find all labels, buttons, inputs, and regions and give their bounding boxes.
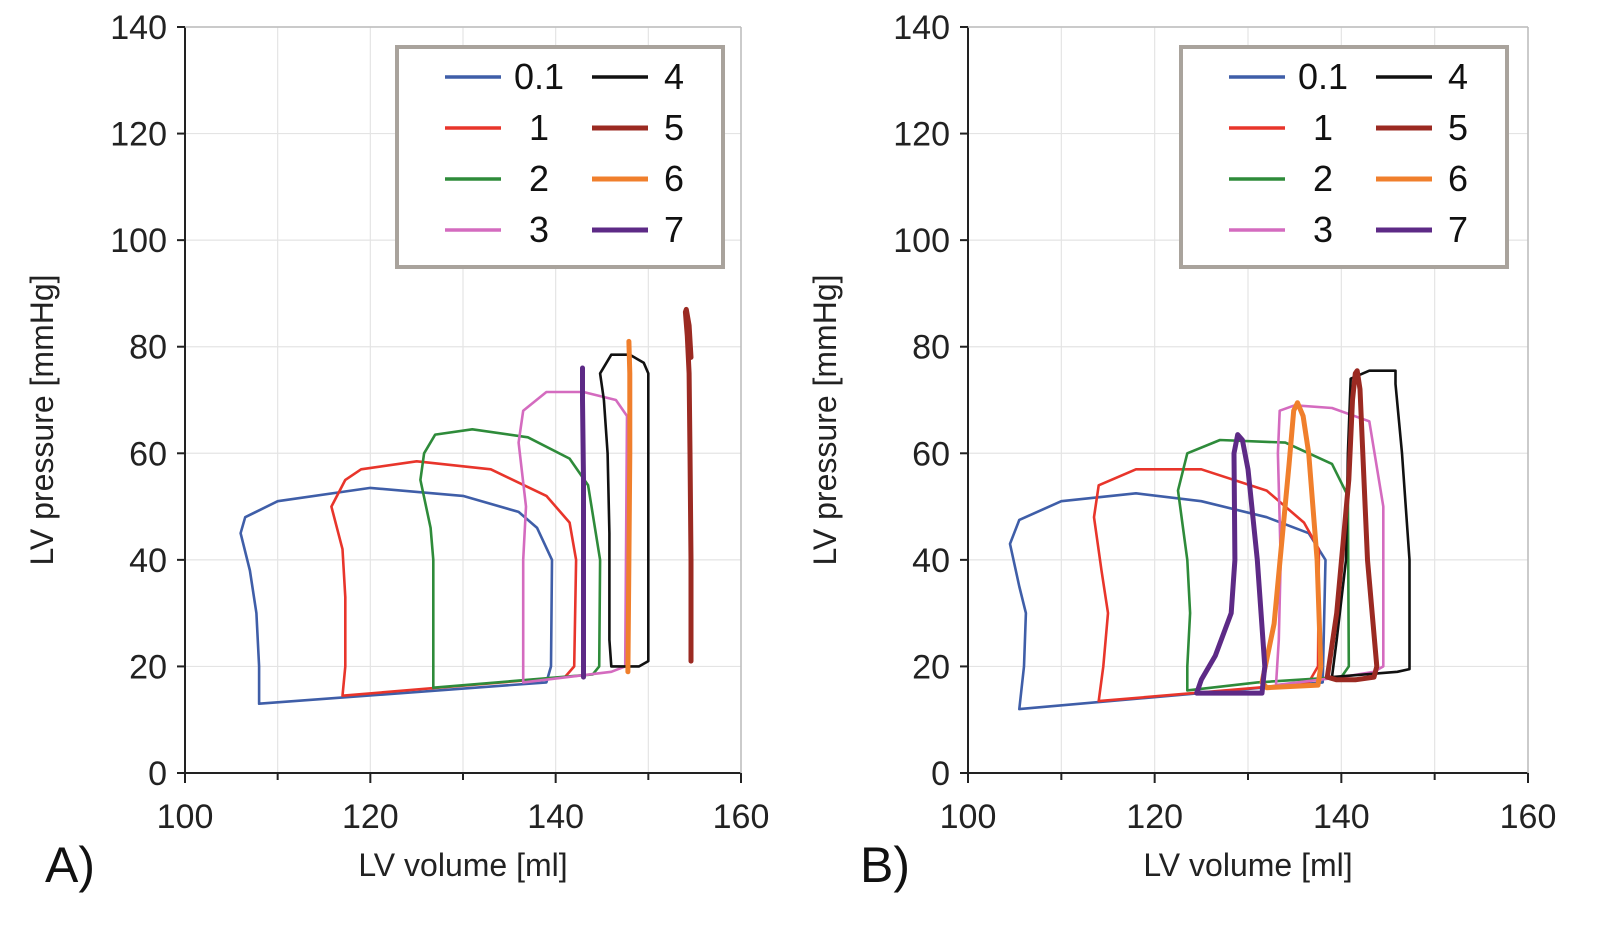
legend-label: 7 (1448, 209, 1468, 250)
y-tick-label: 80 (129, 329, 167, 367)
legend-label: 0.1 (1298, 56, 1348, 97)
legend-label: 2 (529, 158, 549, 199)
series-line-6 (1259, 400, 1324, 691)
legend-label: 4 (664, 56, 684, 97)
legend-item: 7 (1376, 209, 1468, 250)
legend-item: 2 (1229, 158, 1333, 199)
plot-area (239, 306, 694, 706)
x-tick-label: 160 (713, 798, 770, 836)
series-line-6 (625, 338, 633, 675)
legend: 0.1 1 2 3 4 5 6 7 (1179, 45, 1509, 269)
legend: 0.1 1 2 3 4 5 6 7 (395, 45, 725, 269)
y-tick-label: 60 (129, 435, 167, 473)
series-line-1 (1092, 467, 1321, 703)
panel-a: 0 20 40 60 80 100 120 140 100 120 140 160 LV volume … (24, 9, 769, 893)
panel-label: B) (860, 837, 910, 893)
legend-item: 4 (1376, 56, 1468, 97)
legend-item: 3 (445, 209, 549, 250)
legend-label: 6 (664, 158, 684, 199)
x-axis-label: LV volume [ml] (1143, 847, 1352, 883)
x-tick-label: 160 (1500, 798, 1557, 836)
y-tick-label: 20 (912, 648, 950, 686)
y-tick-label: 20 (129, 648, 167, 686)
panel-label: A) (45, 837, 95, 893)
x-tick-label: 120 (1126, 798, 1183, 836)
y-tick-label: 0 (148, 755, 167, 793)
legend-item: 1 (445, 107, 549, 148)
y-tick-label: 140 (893, 9, 950, 47)
y-tick-label: 140 (110, 9, 167, 47)
y-axis-label: LV pressure [mmHg] (24, 274, 60, 565)
x-tick-label: 140 (1313, 798, 1370, 836)
x-tick-label: 100 (157, 798, 214, 836)
y-tick-label: 120 (893, 116, 950, 154)
legend-item: 5 (592, 107, 684, 148)
series-line-0-1 (239, 486, 554, 706)
legend-label: 3 (529, 209, 549, 250)
legend-item: 0.1 (1229, 56, 1348, 97)
legend-label: 1 (1313, 107, 1333, 148)
x-tick-label: 100 (940, 798, 997, 836)
legend-item: 4 (592, 56, 684, 97)
series-line-5 (682, 306, 694, 664)
series-line-7 (1194, 432, 1268, 696)
x-tick-label: 140 (527, 798, 584, 836)
series-line-1 (330, 459, 578, 698)
legend-item: 1 (1229, 107, 1333, 148)
legend-label: 4 (1448, 56, 1468, 97)
y-tick-label: 120 (110, 116, 167, 154)
legend-item: 3 (1229, 209, 1333, 250)
legend-label: 3 (1313, 209, 1333, 250)
legend-label: 2 (1313, 158, 1333, 199)
legend-item: 7 (592, 209, 684, 250)
legend-label: 1 (529, 107, 549, 148)
plot-area (1008, 368, 1411, 711)
x-axis-label: LV volume [ml] (358, 847, 567, 883)
y-tick-label: 0 (931, 755, 950, 793)
series-line-7 (580, 365, 586, 680)
y-tick-label: 80 (912, 329, 950, 367)
legend-item: 6 (592, 158, 684, 199)
y-tick-label: 40 (912, 542, 950, 580)
legend-label: 5 (664, 107, 684, 148)
legend-item: 0.1 (445, 56, 564, 97)
series-line-5 (1324, 368, 1380, 683)
legend-item: 6 (1376, 158, 1468, 199)
y-tick-label: 100 (110, 222, 167, 260)
legend-box (395, 45, 725, 269)
legend-item: 2 (445, 158, 549, 199)
x-tick-label: 120 (342, 798, 399, 836)
y-tick-label: 40 (129, 542, 167, 580)
series-line-0-1 (1008, 491, 1327, 711)
series-line-4 (1330, 369, 1411, 679)
y-tick-label: 60 (912, 435, 950, 473)
series-line-2 (419, 427, 602, 690)
legend-label: 6 (1448, 158, 1468, 199)
legend-label: 7 (664, 209, 684, 250)
legend-item: 5 (1376, 107, 1468, 148)
legend-label: 0.1 (514, 56, 564, 97)
panel-b: 0 20 40 60 80 100 120 140 100 120 140 160 LV volume … (807, 9, 1556, 893)
legend-label: 5 (1448, 107, 1468, 148)
y-tick-label: 100 (893, 222, 950, 260)
series-line-4 (598, 353, 650, 668)
y-axis-label: LV pressure [mmHg] (807, 274, 843, 565)
